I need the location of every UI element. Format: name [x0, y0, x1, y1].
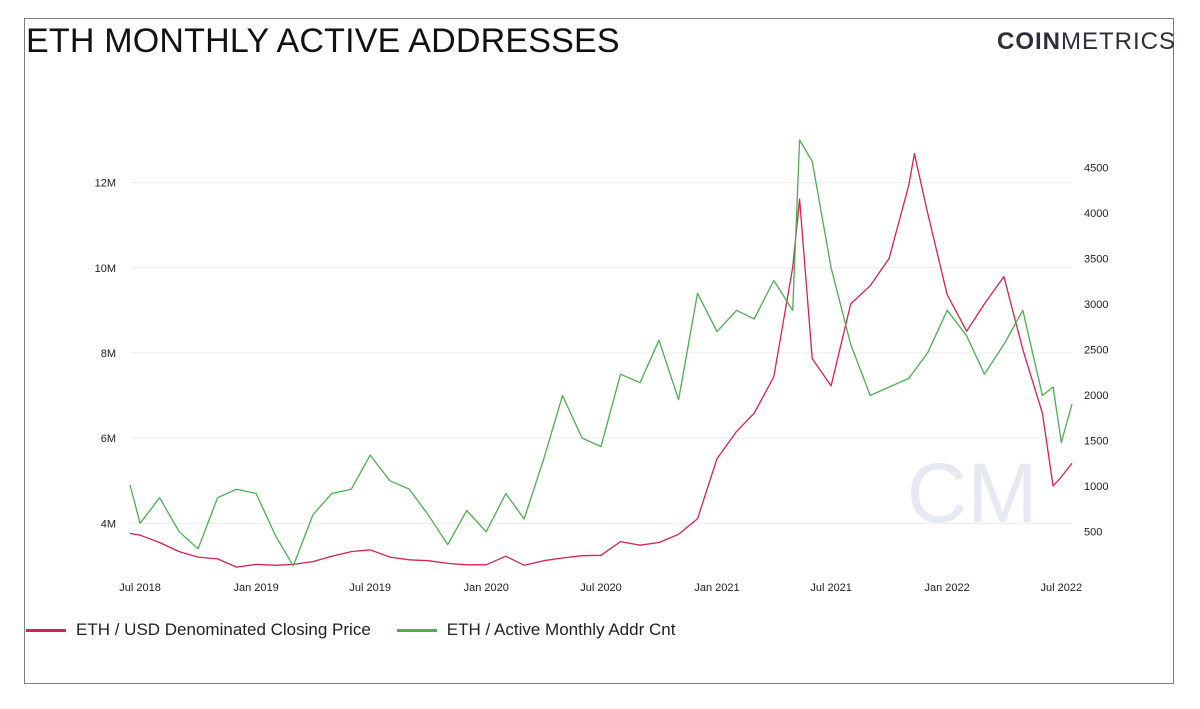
x-tick-label: Jan 2022	[925, 582, 970, 594]
series-line-active-addresses	[129, 139, 1073, 567]
y-right-tick-label: 500	[1084, 527, 1102, 539]
legend-swatch-price	[26, 628, 66, 632]
chart-frame	[24, 18, 1174, 684]
coinmetrics-logo: COINMETRICS	[997, 28, 1176, 56]
page-title: ETH MONTHLY ACTIVE ADDRESSES	[26, 22, 620, 60]
x-tick-label: Jul 2019	[349, 582, 391, 594]
y-right-tick-label: 1500	[1084, 436, 1108, 448]
legend: ETH / USD Denominated Closing Price ETH …	[26, 620, 675, 640]
y-right-tick-label: 2000	[1084, 390, 1108, 402]
y-right-tick-label: 3500	[1084, 253, 1108, 265]
legend-item-price[interactable]: ETH / USD Denominated Closing Price	[26, 620, 371, 640]
x-tick-label: Jan 2021	[694, 582, 739, 594]
cm-watermark-icon: CM	[907, 446, 1038, 540]
y-right-tick-label: 4000	[1084, 208, 1108, 220]
y-left-tick-label: 12M	[95, 178, 116, 190]
x-tick-label: Jul 2022	[1040, 582, 1082, 594]
x-tick-label: Jan 2020	[464, 582, 509, 594]
brand-bold: COIN	[997, 28, 1061, 55]
y-left-tick-label: 10M	[95, 263, 116, 275]
series-line-price	[129, 153, 1073, 568]
y-left-tick-label: 8M	[101, 348, 116, 360]
legend-label-active: ETH / Active Monthly Addr Cnt	[446, 620, 676, 639]
x-tick-label: Jul 2021	[810, 582, 852, 594]
y-left-tick-label: 6M	[101, 433, 116, 445]
y-left-tick-label: 4M	[101, 518, 116, 530]
y-right-tick-label: 3000	[1084, 299, 1108, 311]
y-right-tick-label: 2500	[1084, 344, 1108, 356]
legend-swatch-active	[396, 628, 437, 632]
brand-light: METRICS	[1061, 28, 1176, 55]
y-right-tick-label: 1000	[1084, 481, 1108, 493]
x-tick-label: Jan 2019	[233, 582, 278, 594]
y-right-tick-label: 4500	[1084, 162, 1108, 174]
x-tick-label: Jul 2020	[580, 582, 622, 594]
legend-item-active[interactable]: ETH / Active Monthly Addr Cnt	[396, 620, 676, 640]
legend-label-price: ETH / USD Denominated Closing Price	[76, 620, 371, 639]
x-tick-label: Jul 2018	[119, 582, 161, 594]
